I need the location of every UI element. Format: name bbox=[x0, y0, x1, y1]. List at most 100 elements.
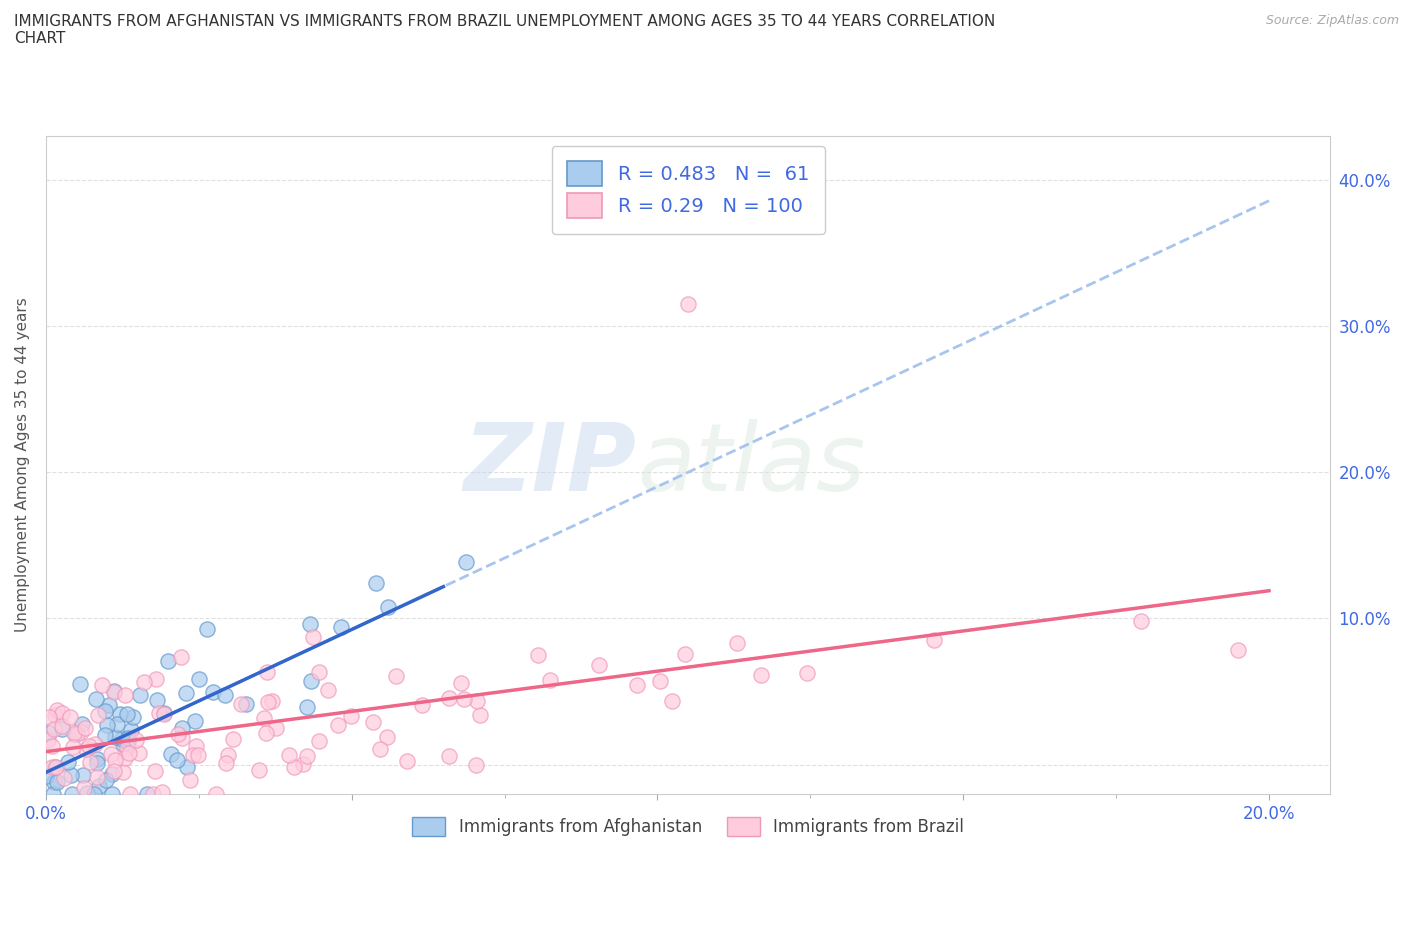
Point bbox=[111, 737, 134, 751]
Point bbox=[79, 755, 101, 770]
Point bbox=[62, 740, 84, 755]
Point bbox=[411, 698, 433, 712]
Point bbox=[377, 599, 399, 614]
Point bbox=[145, 693, 167, 708]
Point bbox=[87, 708, 110, 723]
Point bbox=[117, 730, 139, 745]
Point bbox=[77, 738, 100, 753]
Point bbox=[44, 759, 66, 774]
Point bbox=[302, 630, 325, 644]
Point bbox=[75, 742, 97, 757]
Point bbox=[122, 709, 145, 724]
Point bbox=[527, 647, 550, 662]
Point bbox=[87, 778, 110, 793]
Point bbox=[76, 786, 98, 801]
Point bbox=[58, 710, 80, 724]
Point bbox=[385, 669, 408, 684]
Point bbox=[170, 721, 193, 736]
Point bbox=[110, 707, 132, 722]
Point bbox=[63, 726, 86, 741]
Point bbox=[100, 746, 122, 761]
Point bbox=[115, 740, 138, 755]
Point bbox=[222, 732, 245, 747]
Point bbox=[195, 622, 218, 637]
Point bbox=[166, 752, 188, 767]
Point bbox=[103, 764, 125, 778]
Point bbox=[538, 673, 561, 688]
Point bbox=[181, 748, 204, 763]
Point bbox=[114, 687, 136, 702]
Point bbox=[60, 768, 83, 783]
Point bbox=[62, 725, 84, 740]
Point bbox=[150, 785, 173, 800]
Point bbox=[254, 725, 277, 740]
Point bbox=[38, 726, 60, 741]
Point bbox=[153, 707, 176, 722]
Point bbox=[262, 693, 284, 708]
Point bbox=[375, 730, 398, 745]
Point bbox=[470, 708, 492, 723]
Point bbox=[51, 706, 73, 721]
Point bbox=[117, 707, 139, 722]
Point bbox=[69, 676, 91, 691]
Point bbox=[104, 752, 127, 767]
Point bbox=[111, 732, 134, 747]
Point bbox=[235, 697, 257, 711]
Point bbox=[339, 709, 361, 724]
Point bbox=[465, 693, 488, 708]
Point bbox=[103, 684, 125, 698]
Point bbox=[231, 697, 253, 711]
Point bbox=[96, 773, 118, 788]
Point bbox=[120, 723, 142, 737]
Point bbox=[51, 719, 73, 734]
Point bbox=[167, 726, 190, 741]
Point bbox=[329, 619, 352, 634]
Point bbox=[661, 694, 683, 709]
Point bbox=[145, 672, 167, 687]
Point bbox=[70, 724, 93, 739]
Point bbox=[187, 672, 209, 687]
Point bbox=[205, 787, 228, 802]
Point bbox=[35, 769, 58, 784]
Point bbox=[112, 764, 135, 779]
Text: ZIP: ZIP bbox=[464, 418, 637, 511]
Point bbox=[922, 632, 945, 647]
Point bbox=[160, 746, 183, 761]
Point bbox=[84, 737, 107, 751]
Point bbox=[368, 741, 391, 756]
Point bbox=[128, 687, 150, 702]
Point bbox=[299, 673, 322, 688]
Point bbox=[60, 787, 83, 802]
Point bbox=[395, 754, 418, 769]
Text: atlas: atlas bbox=[637, 419, 865, 511]
Point bbox=[183, 713, 205, 728]
Point bbox=[283, 760, 305, 775]
Point bbox=[1227, 643, 1250, 658]
Point bbox=[326, 718, 349, 733]
Point bbox=[136, 787, 159, 802]
Point bbox=[626, 678, 648, 693]
Point bbox=[214, 687, 236, 702]
Point bbox=[83, 787, 105, 802]
Point bbox=[41, 760, 63, 775]
Point bbox=[361, 714, 384, 729]
Text: Source: ZipAtlas.com: Source: ZipAtlas.com bbox=[1265, 14, 1399, 27]
Point bbox=[364, 576, 387, 591]
Point bbox=[72, 768, 94, 783]
Point bbox=[42, 722, 65, 737]
Point bbox=[56, 754, 79, 769]
Point bbox=[104, 729, 127, 744]
Point bbox=[187, 748, 209, 763]
Legend: Immigrants from Afghanistan, Immigrants from Brazil: Immigrants from Afghanistan, Immigrants … bbox=[404, 809, 973, 844]
Point bbox=[796, 666, 818, 681]
Point bbox=[42, 787, 65, 802]
Point bbox=[38, 710, 60, 724]
Point bbox=[37, 733, 59, 748]
Point bbox=[247, 763, 270, 777]
Point bbox=[125, 732, 148, 747]
Point bbox=[1130, 614, 1153, 629]
Point bbox=[41, 738, 63, 753]
Point bbox=[256, 694, 278, 709]
Point bbox=[172, 730, 194, 745]
Point bbox=[264, 721, 287, 736]
